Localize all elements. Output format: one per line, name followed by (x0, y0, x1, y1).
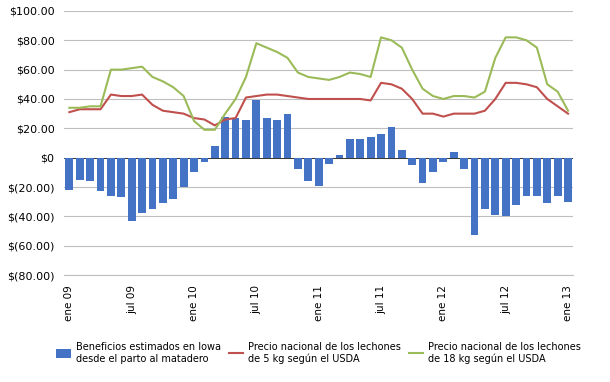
Bar (325, 158, 333, 163)
Bar (377, 134, 385, 158)
Bar (273, 120, 281, 158)
Bar (86, 158, 94, 181)
Bar (564, 158, 572, 202)
Bar (284, 114, 292, 158)
Bar (367, 137, 375, 158)
Bar (170, 158, 177, 199)
Bar (418, 158, 426, 183)
Bar (492, 158, 499, 215)
Bar (96, 158, 104, 191)
Bar (460, 158, 468, 169)
Bar (180, 158, 187, 187)
Bar (346, 139, 354, 158)
Bar (65, 158, 73, 190)
Bar (512, 158, 520, 205)
Bar (117, 158, 125, 197)
Bar (439, 158, 447, 162)
Bar (232, 118, 240, 158)
Bar (107, 158, 115, 196)
Bar (159, 158, 167, 203)
Bar (253, 100, 260, 158)
Bar (294, 158, 302, 169)
Bar (76, 158, 84, 180)
Bar (481, 158, 489, 209)
Bar (408, 158, 416, 165)
Bar (149, 158, 156, 209)
Bar (190, 158, 198, 172)
Bar (211, 146, 219, 158)
Bar (304, 158, 312, 181)
Bar (544, 158, 551, 203)
Bar (138, 158, 146, 214)
Bar (398, 151, 406, 158)
Bar (502, 158, 509, 216)
Bar (356, 139, 364, 158)
Bar (128, 158, 135, 221)
Bar (263, 118, 271, 158)
Legend: Beneficios estimados en Iowa
desde el parto al matadero, Precio nacional de los : Beneficios estimados en Iowa desde el pa… (52, 338, 585, 368)
Bar (523, 158, 530, 196)
Bar (221, 117, 229, 158)
Bar (201, 158, 208, 162)
Bar (429, 158, 437, 172)
Bar (242, 120, 250, 158)
Bar (387, 127, 395, 158)
Bar (450, 152, 458, 158)
Bar (533, 158, 540, 196)
Bar (315, 158, 323, 186)
Bar (336, 155, 343, 158)
Bar (471, 158, 478, 235)
Bar (554, 158, 562, 196)
